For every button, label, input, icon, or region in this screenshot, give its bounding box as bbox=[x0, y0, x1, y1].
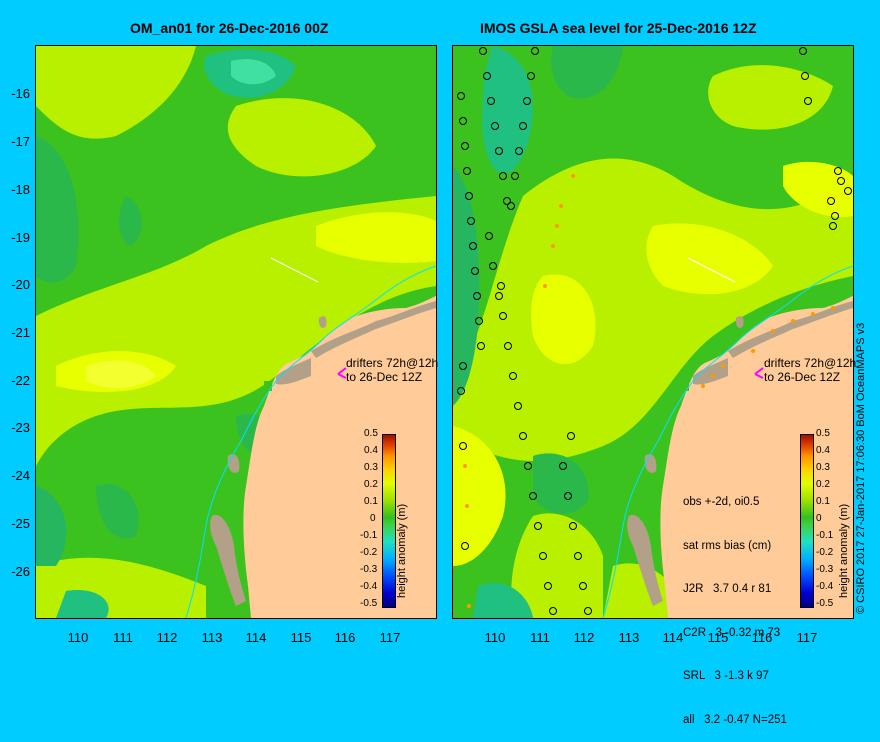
drifter-legend-line: to 26-Dec 12Z bbox=[764, 370, 841, 384]
y-tick-label: -17 bbox=[11, 134, 30, 149]
colorbar-tick: 0.4 bbox=[816, 445, 830, 456]
colorbar-tick: -0.4 bbox=[360, 581, 378, 592]
colorbar-tick: 0.3 bbox=[816, 462, 830, 473]
obs-stats-line: sat rms bias (cm) bbox=[683, 539, 772, 552]
x-tick-label: 115 bbox=[707, 630, 729, 645]
colorbar-tick: -0.1 bbox=[360, 530, 378, 541]
colorbar-left bbox=[382, 434, 396, 608]
credit-text: © CSIRO 2017 27-Jan-2017 17:06:30 BoM Oc… bbox=[855, 322, 867, 614]
colorbar-tick: 0.1 bbox=[816, 496, 830, 507]
colorbar-tick: 0.4 bbox=[364, 445, 378, 456]
right-map-panel bbox=[452, 45, 854, 619]
drifter-legend-line: drifters 72h@12h bbox=[764, 356, 857, 370]
left-map-panel bbox=[35, 45, 437, 619]
y-tick-label: -22 bbox=[11, 373, 30, 388]
colorbar-tick: -0.4 bbox=[816, 581, 834, 592]
colorbar-tick: -0.3 bbox=[816, 564, 834, 575]
right-field-map bbox=[453, 46, 853, 618]
colorbar-right bbox=[800, 434, 814, 608]
x-tick-label: 117 bbox=[796, 630, 818, 645]
x-tick-label: 117 bbox=[379, 630, 401, 645]
x-tick-label: 114 bbox=[662, 630, 684, 645]
y-tick-label: -24 bbox=[11, 468, 30, 483]
obs-stats-line: C2R 3 -0.32 m 73 bbox=[683, 626, 781, 639]
x-tick-label: 110 bbox=[484, 630, 506, 645]
colorbar-tick: -0.5 bbox=[816, 598, 834, 609]
obs-stats-line: J2R 3.7 0.4 r 81 bbox=[683, 583, 772, 595]
colorbar-tick: 0.2 bbox=[816, 479, 830, 490]
x-tick-label: 114 bbox=[245, 630, 267, 645]
drifter-legend-line: to 26-Dec 12Z bbox=[346, 370, 423, 384]
colorbar-tick: -0.5 bbox=[360, 598, 378, 609]
x-tick-label: 112 bbox=[573, 630, 595, 645]
left-map-title: OM_an01 for 26-Dec-2016 00Z bbox=[130, 20, 329, 36]
x-tick-label: 113 bbox=[201, 630, 223, 645]
colorbar-tick: 0.3 bbox=[364, 462, 378, 473]
colorbar-tick: 0 bbox=[370, 513, 376, 524]
y-tick-label: -21 bbox=[11, 325, 30, 340]
colorbar-left-label: height anomaly (m) bbox=[396, 503, 408, 598]
x-tick-label: 110 bbox=[67, 630, 89, 645]
y-tick-label: -16 bbox=[11, 86, 30, 101]
obs-stats-line: all 3.2 -0.47 N=251 bbox=[683, 713, 787, 726]
x-tick-label: 111 bbox=[113, 630, 133, 645]
y-tick-label: -26 bbox=[11, 564, 30, 579]
x-tick-label: 115 bbox=[290, 630, 312, 645]
colorbar-tick: 0.5 bbox=[364, 428, 378, 439]
x-tick-label: 116 bbox=[334, 630, 356, 645]
x-tick-label: 113 bbox=[618, 630, 640, 645]
colorbar-right-label: height anomaly (m) bbox=[838, 503, 850, 598]
colorbar-tick: -0.3 bbox=[360, 564, 378, 575]
x-tick-label: 116 bbox=[751, 630, 773, 645]
y-tick-label: -20 bbox=[11, 277, 30, 292]
track-markers bbox=[457, 47, 852, 615]
drifter-legend-line: drifters 72h@12h bbox=[346, 356, 439, 370]
obs-stats-line: obs +-2d, oi0.5 bbox=[683, 496, 760, 508]
drifter-legend-left: drifters 72h@12h to 26-Dec 12Z bbox=[346, 356, 438, 384]
y-tick-label: -25 bbox=[11, 516, 30, 531]
obs-stats-block: obs +-2d, oi0.5 sat rms bias (cm) J2R 3.… bbox=[683, 466, 787, 742]
obs-stats-line: SRL 3 -1.3 k 97 bbox=[683, 670, 769, 682]
x-tick-label: 112 bbox=[156, 630, 178, 645]
right-map-title: IMOS GSLA sea level for 25-Dec-2016 12Z bbox=[480, 20, 757, 36]
track-points bbox=[463, 174, 835, 608]
colorbar-tick: 0 bbox=[816, 513, 822, 524]
y-tick-label: -23 bbox=[11, 420, 30, 435]
drifter-legend-right: drifters 72h@12h to 26-Dec 12Z bbox=[764, 356, 856, 384]
colorbar-tick: 0.2 bbox=[364, 479, 378, 490]
left-field-map bbox=[36, 46, 436, 618]
colorbar-tick: -0.2 bbox=[816, 547, 834, 558]
x-tick-label: 111 bbox=[530, 630, 550, 645]
y-tick-label: -18 bbox=[11, 182, 30, 197]
colorbar-tick: 0.1 bbox=[364, 496, 378, 507]
colorbar-tick: -0.2 bbox=[360, 547, 378, 558]
colorbar-tick: -0.1 bbox=[816, 530, 834, 541]
y-tick-label: -19 bbox=[11, 230, 30, 245]
colorbar-tick: 0.5 bbox=[816, 428, 830, 439]
